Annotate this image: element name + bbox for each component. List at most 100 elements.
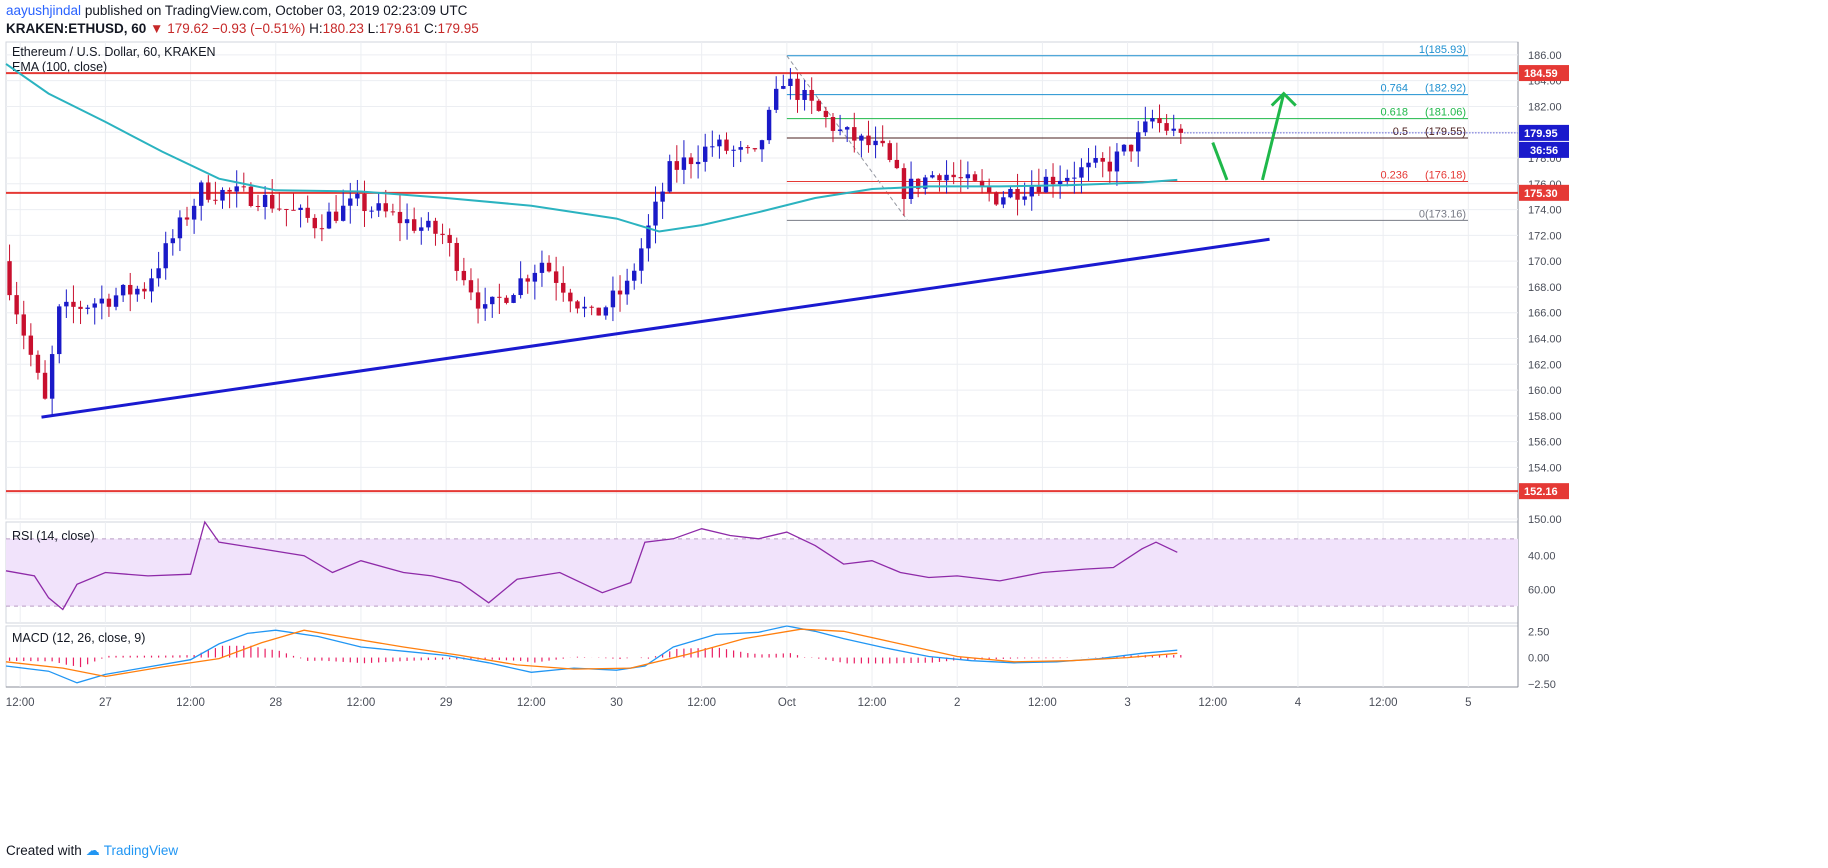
candle-body <box>213 199 218 201</box>
candle-body <box>1114 151 1120 172</box>
candle-body <box>901 168 907 199</box>
candle-body <box>1015 188 1020 200</box>
candle-body <box>14 295 19 315</box>
candle-body <box>312 217 317 229</box>
candle-body <box>21 314 26 336</box>
candle-body <box>617 290 623 295</box>
candle-body <box>184 217 190 220</box>
candle-body <box>880 140 885 144</box>
candle-body <box>866 135 871 146</box>
candle-body <box>1057 180 1063 185</box>
candle-body <box>752 148 758 150</box>
candle-body <box>191 205 197 220</box>
candle-body <box>71 301 76 307</box>
candle-body <box>177 217 183 239</box>
candle-body <box>390 211 396 213</box>
candle-body <box>156 268 161 279</box>
time-tick-label: 2 <box>954 697 960 709</box>
candle-body <box>120 284 126 296</box>
candle-body <box>497 296 502 298</box>
candle-body <box>816 100 821 111</box>
high-value: 180.23 <box>322 21 364 36</box>
candle-body <box>979 180 985 186</box>
candle-body <box>1036 186 1042 193</box>
macd-tick-label: 2.50 <box>1528 626 1549 638</box>
time-tick-label: 12:00 <box>1028 697 1057 709</box>
ema-label: EMA (100, close) <box>12 60 107 74</box>
price-tick-label: 170.00 <box>1528 256 1562 268</box>
last-price-label: 179.95 <box>1524 128 1558 140</box>
level-price-label: 175.30 <box>1524 188 1558 200</box>
candle-body <box>135 288 140 295</box>
candle-body <box>206 182 211 200</box>
macd-title: MACD (12, 26, close, 9) <box>12 631 145 645</box>
candle-body <box>823 110 829 118</box>
candle-body <box>490 296 495 305</box>
candle-body <box>539 262 545 273</box>
rsi-tick-label: 40.00 <box>1528 551 1556 563</box>
level-price-tag <box>1519 483 1569 500</box>
rsi-title: RSI (14, close) <box>12 529 95 543</box>
candle-body <box>440 233 445 235</box>
candle-body <box>1086 162 1091 168</box>
created-with-text: Created with <box>6 843 82 858</box>
rsi-tick-label: 60.00 <box>1528 584 1556 596</box>
candle-body <box>965 174 971 179</box>
level-price-label: 152.16 <box>1524 486 1558 498</box>
candle-body <box>589 306 594 308</box>
tradingview-link[interactable]: TradingView <box>103 843 179 858</box>
change-arrow: ▼ <box>150 21 164 36</box>
candle-body <box>759 140 765 150</box>
candle-body <box>511 295 516 303</box>
candle-body <box>937 175 942 181</box>
fib-ratio-label: 0.764 <box>1380 83 1408 95</box>
candle-body <box>624 280 630 295</box>
candle-body <box>383 203 388 212</box>
candle-body <box>355 193 360 199</box>
candle-body <box>518 278 523 296</box>
candle-body <box>1050 176 1056 185</box>
candle-body <box>241 186 247 188</box>
candle-body <box>688 157 694 165</box>
chart-title: Ethereum / U.S. Dollar, 60, KRAKEN <box>12 45 216 59</box>
candle-body <box>92 303 97 308</box>
candle-body <box>362 193 367 212</box>
fib-value-label: (181.06) <box>1425 107 1466 119</box>
author-link[interactable]: aayushjindal <box>6 3 82 18</box>
tradingview-logo-icon: ☁ <box>85 842 100 858</box>
candle-body <box>42 372 48 399</box>
candle-body <box>1157 118 1162 124</box>
candle-body <box>887 143 892 160</box>
high-label: H: <box>309 21 323 36</box>
candle-body <box>142 288 147 292</box>
candle-body <box>49 354 55 399</box>
candle-body <box>1100 157 1105 162</box>
price-tick-label: 166.00 <box>1528 308 1562 320</box>
price-tick-label: 174.00 <box>1528 205 1562 217</box>
time-tick-label: 12:00 <box>687 697 716 709</box>
candle-body <box>766 109 772 141</box>
candle-body <box>653 201 658 226</box>
candle-body <box>1008 188 1013 198</box>
candle-body <box>369 210 374 212</box>
candle-body <box>632 270 637 281</box>
price-tick-label: 150.00 <box>1528 514 1562 526</box>
candle-body <box>894 159 900 169</box>
candle-body <box>199 182 204 206</box>
candle-body <box>1001 197 1006 205</box>
candle-body <box>837 129 843 131</box>
close-value: 179.95 <box>437 21 479 36</box>
time-tick-label: 12:00 <box>1369 697 1398 709</box>
fib-value-label: 1(185.93) <box>1419 44 1466 56</box>
candle-body <box>1043 176 1049 193</box>
candle-body <box>582 306 587 309</box>
level-price-tag <box>1519 184 1569 201</box>
ema-100-line <box>5 63 1178 233</box>
candle-body <box>986 185 992 193</box>
candle-body <box>298 207 303 210</box>
last-price-tag <box>1519 124 1569 141</box>
candle-body <box>1171 128 1176 131</box>
candle-body <box>1093 157 1098 163</box>
candle-body <box>930 175 935 178</box>
